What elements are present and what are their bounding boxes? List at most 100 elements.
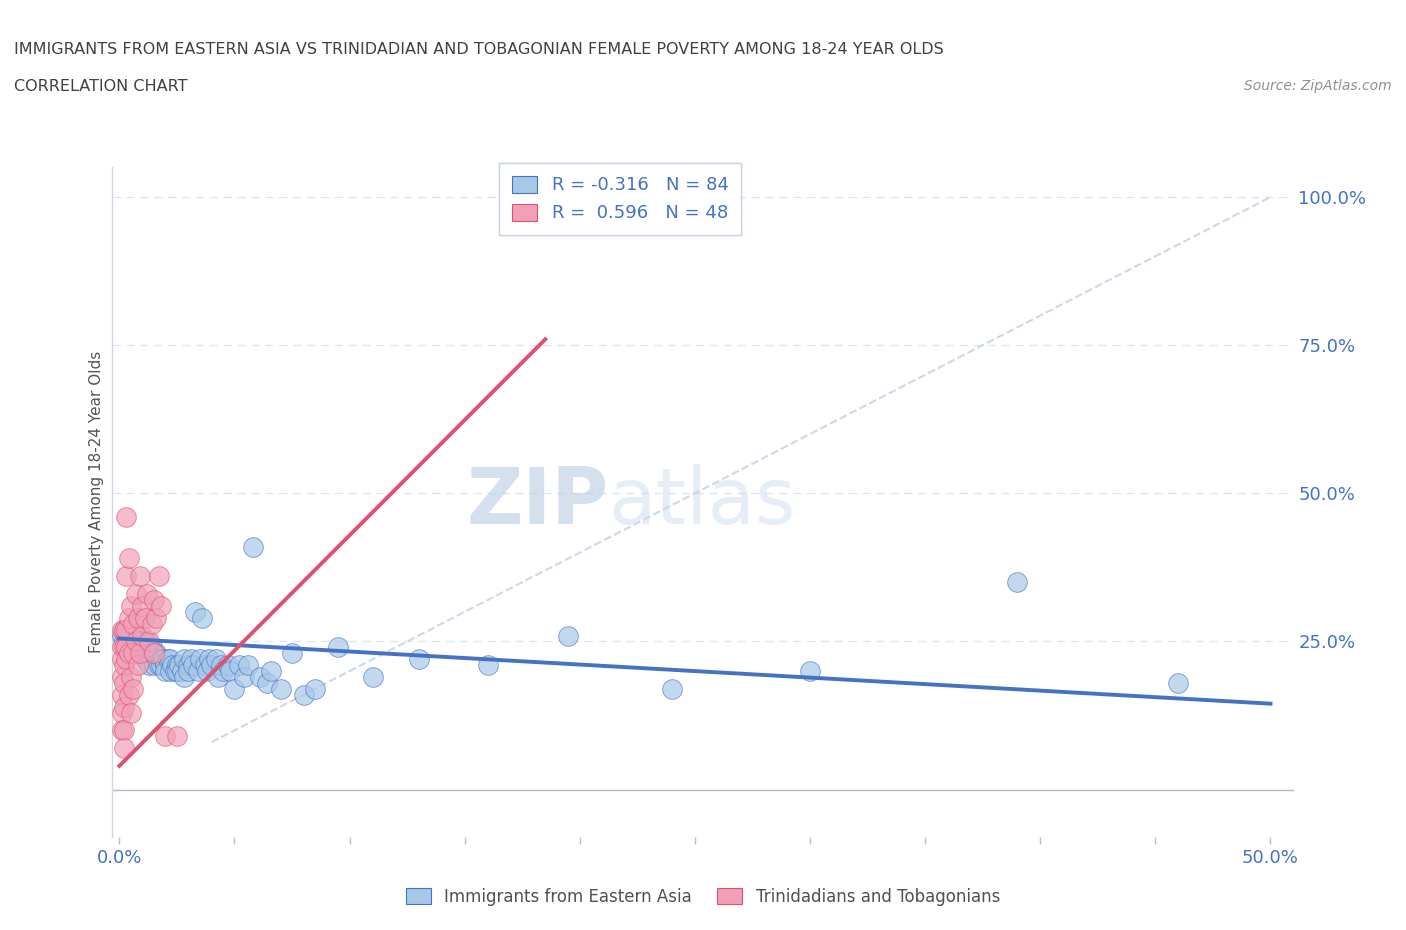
Point — [242, 539, 264, 554]
Text: CORRELATION CHART: CORRELATION CHART — [14, 79, 187, 94]
Point — [112, 740, 135, 755]
Point — [111, 723, 134, 737]
Point — [136, 645, 159, 660]
Point — [149, 599, 172, 614]
Point — [304, 682, 326, 697]
Point — [124, 634, 146, 649]
Point — [134, 610, 156, 625]
Point — [238, 658, 260, 672]
Point — [281, 645, 304, 660]
Point — [129, 645, 152, 660]
Point — [232, 670, 254, 684]
Point — [149, 652, 172, 667]
Point — [117, 622, 139, 637]
Point — [188, 652, 211, 667]
Point — [191, 610, 214, 625]
Point — [138, 634, 160, 649]
Point — [120, 640, 142, 655]
Point — [131, 634, 153, 649]
Point — [122, 645, 145, 660]
Point — [131, 628, 153, 643]
Point — [198, 652, 221, 667]
Point — [209, 658, 232, 672]
Point — [156, 652, 179, 667]
Point — [112, 634, 135, 649]
Point — [122, 617, 145, 631]
Point — [115, 569, 138, 584]
Point — [1167, 675, 1189, 690]
Point — [166, 658, 188, 672]
Text: ZIP: ZIP — [467, 464, 609, 540]
Point — [173, 652, 195, 667]
Point — [166, 664, 188, 679]
Point — [557, 628, 579, 643]
Point — [134, 652, 156, 667]
Point — [142, 658, 165, 672]
Point — [117, 634, 139, 649]
Point — [270, 682, 292, 697]
Point — [115, 640, 138, 655]
Point — [111, 640, 134, 655]
Point — [138, 658, 160, 672]
Point — [141, 617, 163, 631]
Point — [408, 652, 430, 667]
Point — [148, 658, 170, 672]
Point — [122, 640, 145, 655]
Point — [138, 645, 160, 660]
Point — [112, 640, 135, 655]
Point — [136, 587, 159, 602]
Point — [149, 658, 172, 672]
Point — [141, 640, 163, 655]
Point — [120, 670, 142, 684]
Point — [228, 658, 250, 672]
Point — [124, 587, 146, 602]
Point — [256, 675, 278, 690]
Point — [117, 610, 139, 625]
Point — [131, 599, 153, 614]
Point — [134, 640, 156, 655]
Point — [112, 622, 135, 637]
Point — [112, 658, 135, 672]
Point — [212, 664, 235, 679]
Point — [167, 658, 190, 672]
Point — [131, 645, 153, 660]
Point — [117, 687, 139, 702]
Point — [120, 599, 142, 614]
Point — [115, 628, 138, 643]
Point — [115, 510, 138, 525]
Point — [181, 658, 204, 672]
Point — [142, 592, 165, 607]
Point — [127, 658, 149, 672]
Point — [117, 551, 139, 566]
Point — [111, 622, 134, 637]
Point — [195, 664, 218, 679]
Point — [163, 664, 186, 679]
Point — [127, 610, 149, 625]
Point — [799, 664, 821, 679]
Point — [155, 664, 177, 679]
Point — [127, 645, 149, 660]
Legend: Immigrants from Eastern Asia, Trinidadians and Tobagonians: Immigrants from Eastern Asia, Trinidadia… — [399, 881, 1007, 912]
Point — [115, 652, 138, 667]
Point — [112, 675, 135, 690]
Point — [112, 622, 135, 637]
Point — [326, 640, 349, 655]
Text: atlas: atlas — [609, 464, 796, 540]
Point — [207, 670, 229, 684]
Point — [120, 705, 142, 720]
Point — [155, 729, 177, 744]
Point — [217, 658, 239, 672]
Point — [124, 640, 146, 655]
Point — [224, 682, 246, 697]
Point — [120, 628, 142, 643]
Point — [122, 682, 145, 697]
Point — [249, 670, 271, 684]
Y-axis label: Female Poverty Among 18-24 Year Olds: Female Poverty Among 18-24 Year Olds — [89, 352, 104, 654]
Point — [129, 640, 152, 655]
Point — [193, 658, 215, 672]
Point — [115, 622, 138, 637]
Point — [184, 604, 207, 619]
Text: Source: ZipAtlas.com: Source: ZipAtlas.com — [1244, 79, 1392, 93]
Point — [173, 670, 195, 684]
Point — [187, 664, 209, 679]
